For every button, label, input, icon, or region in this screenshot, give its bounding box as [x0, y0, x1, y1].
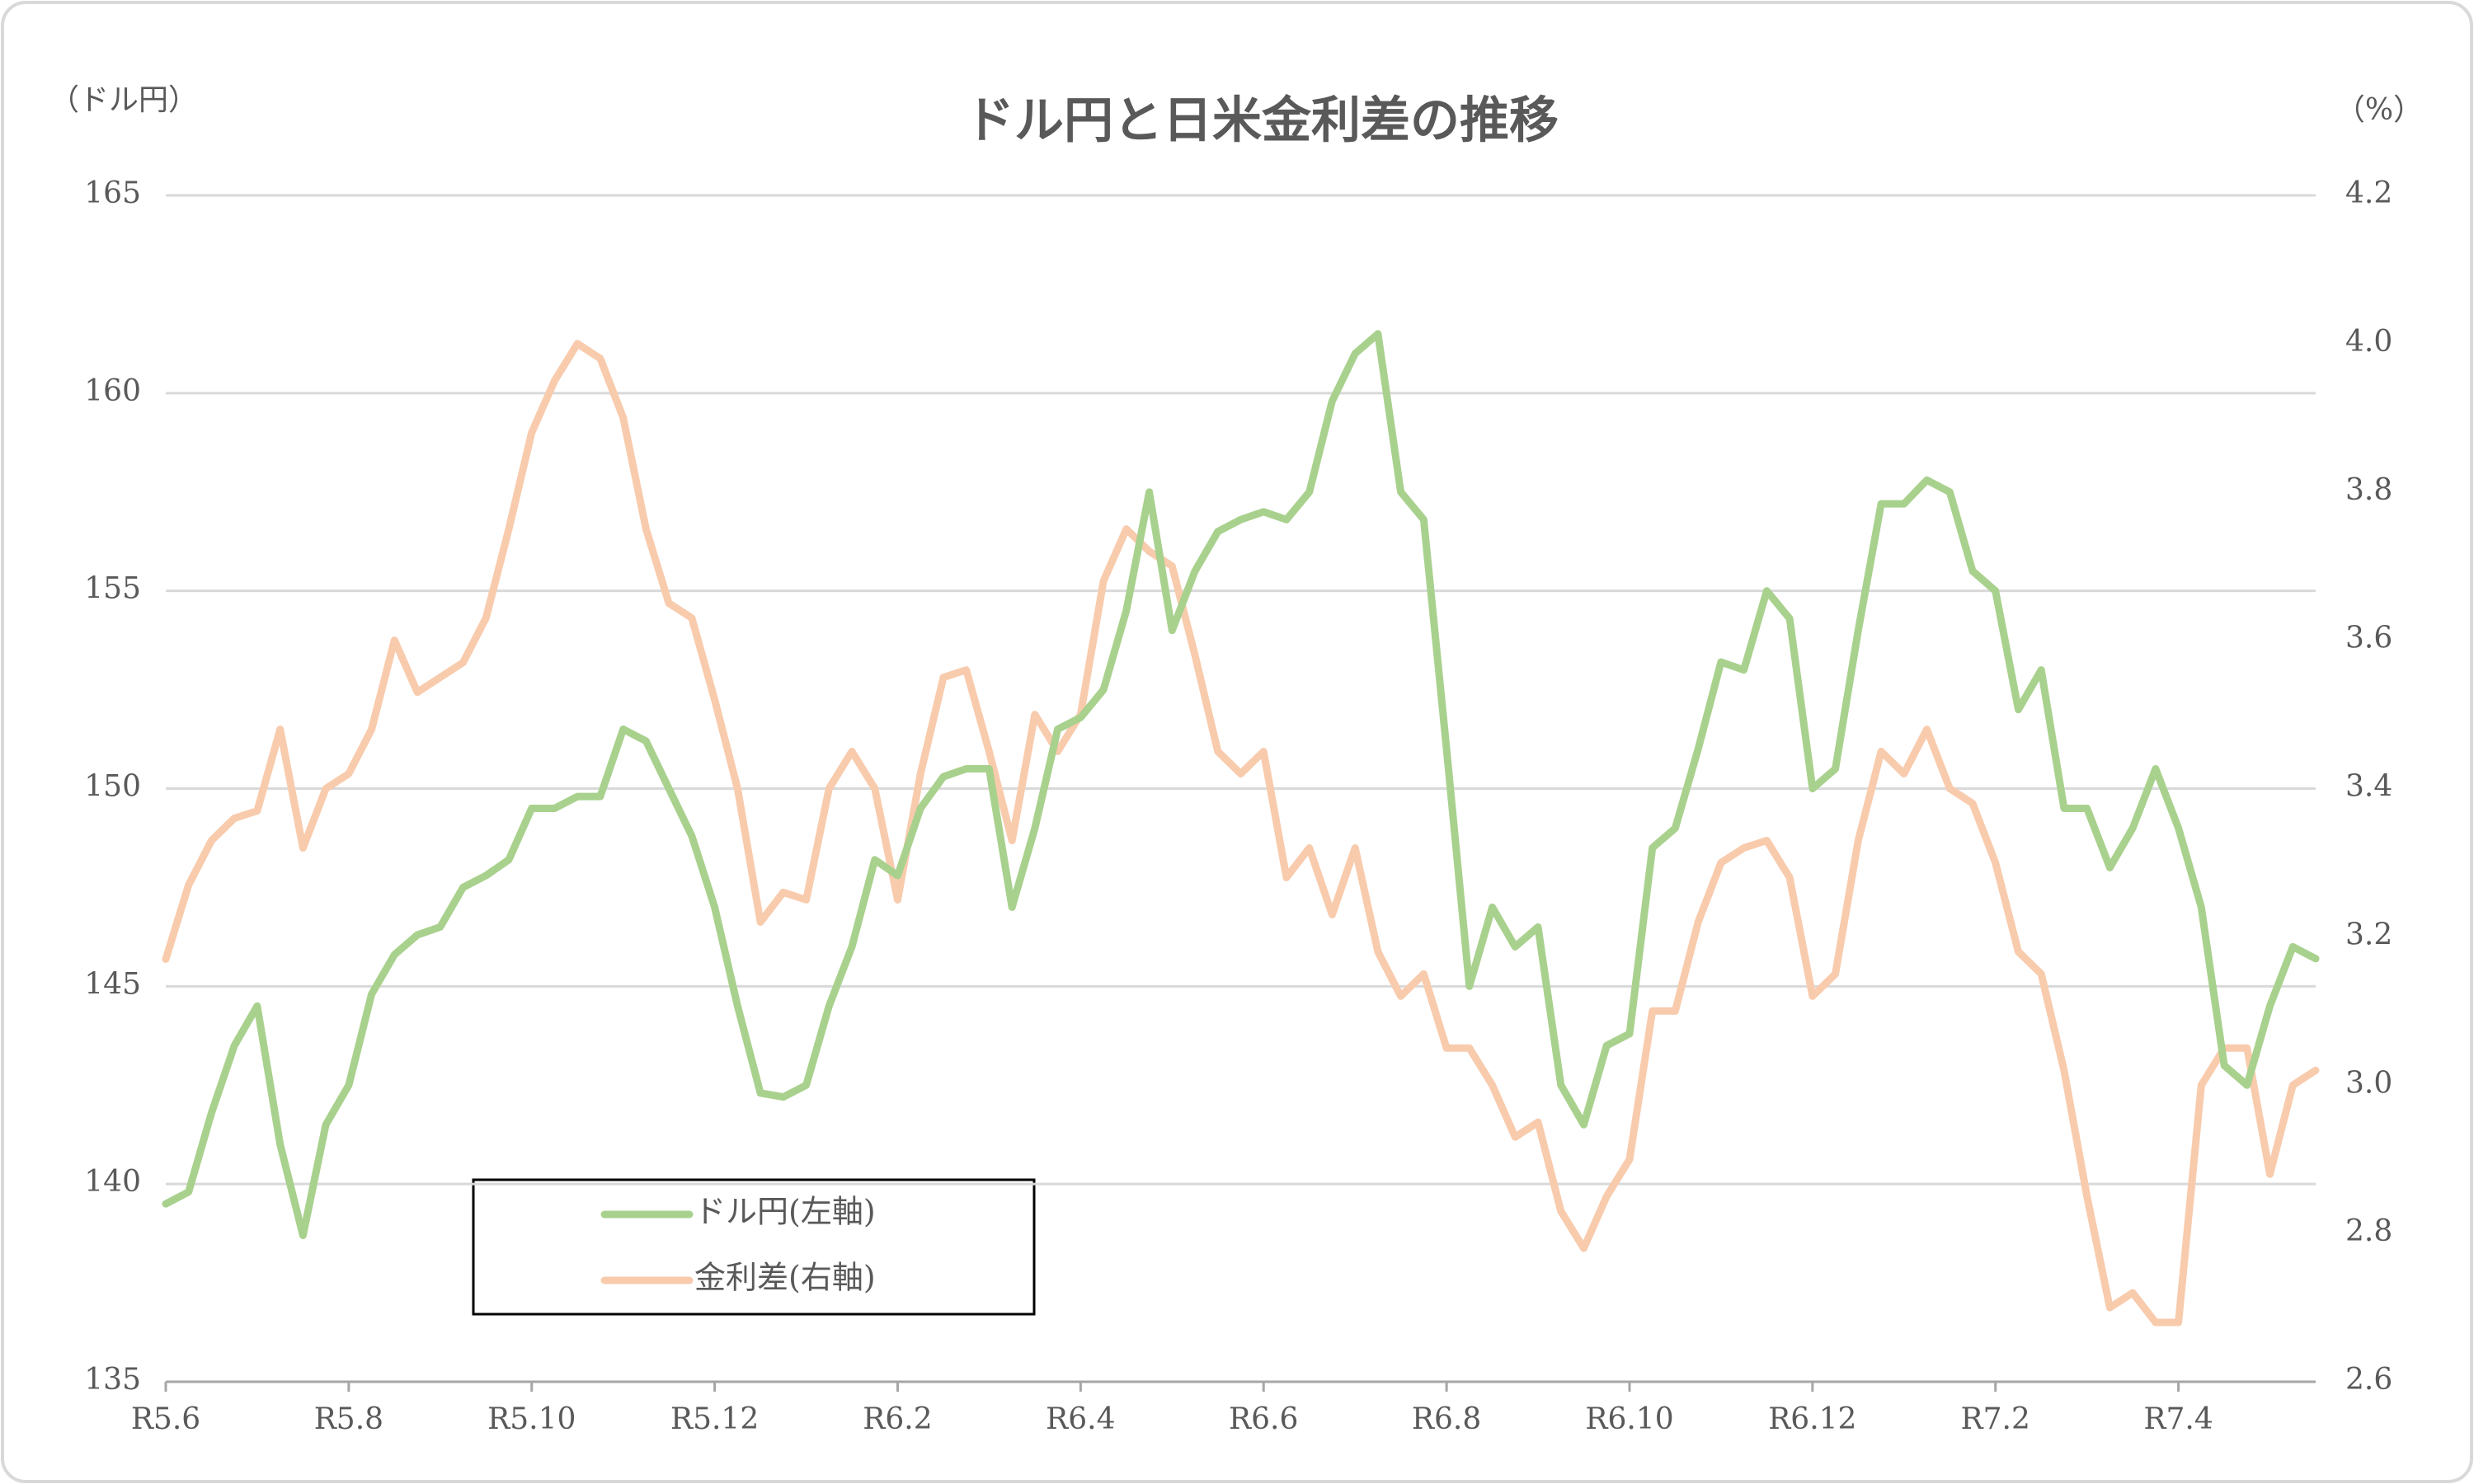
y-tick-label: 145	[84, 967, 141, 1001]
x-tick-label: R6.2	[863, 1402, 932, 1436]
y2-axis-label: （%）	[2335, 93, 2423, 127]
y2-tick-label: 3.6	[2345, 622, 2392, 655]
x-tick-label: R5.8	[314, 1402, 383, 1436]
x-tick-label: R6.8	[1412, 1402, 1481, 1436]
y-tick-label: 155	[84, 572, 141, 606]
legend	[472, 1178, 1036, 1316]
chart-title: ドル円と日米金利差の推移	[965, 92, 1559, 150]
series-line	[162, 330, 2320, 1239]
x-tick-label: R5.6	[131, 1402, 200, 1436]
x-tick-label: R6.4	[1046, 1402, 1115, 1436]
x-tick-label: R7.2	[1961, 1402, 2030, 1436]
y-tick-label: 150	[84, 770, 141, 804]
y2-tick-label: 3.4	[2345, 770, 2392, 804]
series-line	[162, 340, 2320, 1327]
legend-label: ドル円(左軸)	[694, 1194, 876, 1230]
x-tick-label: R7.4	[2143, 1402, 2213, 1436]
y2-tick-label: 2.6	[2345, 1363, 2392, 1397]
y2-tick-label: 4.0	[2345, 325, 2392, 359]
y-tick-label: 165	[84, 176, 141, 210]
legend-label: 金利差(右軸)	[694, 1260, 876, 1296]
x-tick-label: R6.12	[1768, 1402, 1856, 1436]
y-tick-label: 140	[84, 1165, 141, 1199]
y2-tick-label: 2.8	[2345, 1214, 2392, 1248]
y2-tick-label: 4.2	[2345, 176, 2392, 210]
y2-tick-label: 3.0	[2345, 1066, 2392, 1100]
x-tick-label: R6.10	[1585, 1402, 1673, 1436]
x-tick-label: R6.6	[1229, 1402, 1298, 1436]
y-tick-label: 160	[84, 374, 141, 408]
y-tick-label: 135	[84, 1363, 141, 1397]
y-axis-label: （ドル円）	[49, 83, 198, 117]
x-tick-label: R5.10	[487, 1402, 576, 1436]
x-tick-label: R5.12	[670, 1402, 759, 1436]
y2-tick-label: 3.8	[2345, 473, 2392, 507]
y2-tick-label: 3.2	[2345, 918, 2392, 951]
